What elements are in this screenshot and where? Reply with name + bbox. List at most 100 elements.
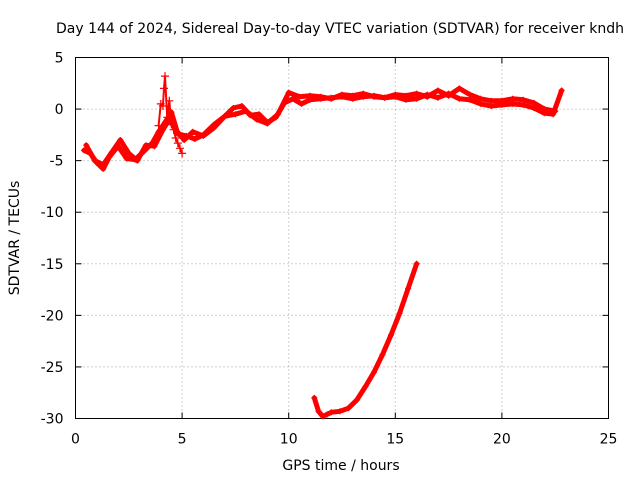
data-point	[488, 103, 495, 109]
series-line	[311, 261, 420, 419]
data-point	[413, 260, 420, 267]
data-point	[178, 149, 187, 158]
data-point	[285, 89, 292, 96]
series-line	[157, 75, 184, 154]
data-point	[403, 92, 409, 99]
data-point	[296, 93, 303, 100]
data-point	[275, 111, 281, 118]
data-point	[169, 125, 178, 134]
x-tick-label: 25	[600, 432, 618, 448]
x-axis-label: GPS time / hours	[282, 458, 399, 474]
data-point	[488, 97, 495, 104]
data-point	[311, 394, 318, 401]
data-point	[336, 408, 343, 415]
data-point	[498, 97, 505, 104]
data-point	[253, 116, 260, 123]
y-tick-label: 5	[55, 51, 64, 67]
y-tick-label: 0	[55, 102, 64, 118]
data-point	[151, 143, 158, 150]
data-point	[100, 161, 107, 168]
data-point	[238, 103, 245, 109]
data-point	[173, 139, 182, 148]
x-tick-label: 15	[386, 432, 404, 448]
data-point	[353, 396, 360, 403]
y-tick-label: -25	[41, 360, 64, 376]
data-point	[315, 408, 322, 415]
data-point	[434, 87, 441, 94]
data-point	[371, 93, 377, 100]
data-point	[165, 96, 174, 105]
data-point	[255, 111, 262, 118]
y-tick-label: -30	[41, 412, 64, 428]
data-point	[509, 100, 516, 107]
y-tick-label: -5	[50, 154, 64, 170]
data-point	[232, 111, 239, 118]
data-point	[392, 91, 399, 98]
data-point	[456, 85, 463, 92]
x-tick-label: 0	[71, 432, 80, 448]
data-point	[388, 332, 394, 338]
data-point	[424, 93, 431, 100]
data-point	[405, 285, 412, 292]
data-point	[552, 108, 559, 115]
axis-ticks: 0 5 10 15 20 25 5 0 -5 -10 -15 -20 -25 -30	[41, 51, 618, 448]
data-point	[381, 94, 388, 101]
data-point	[142, 142, 149, 149]
data-point	[339, 91, 345, 98]
data-point	[171, 134, 180, 142]
data-point	[520, 96, 527, 103]
y-tick-label: -10	[41, 205, 64, 221]
data-point	[434, 94, 441, 101]
series-spike-segment	[154, 72, 187, 158]
data-point	[345, 405, 352, 412]
data-point	[466, 96, 473, 103]
data-point	[161, 72, 169, 81]
data-point	[159, 126, 166, 133]
data-point	[379, 351, 386, 358]
data-point	[160, 84, 168, 93]
data-point	[349, 92, 356, 99]
y-tick-label: -20	[41, 308, 64, 324]
data-point	[163, 113, 172, 122]
data-point	[445, 92, 452, 99]
data-point	[298, 100, 305, 107]
grid	[75, 57, 609, 419]
data-point	[509, 95, 516, 102]
data-point	[477, 95, 484, 102]
data-point	[328, 95, 335, 102]
data-point	[83, 142, 90, 149]
data-point	[413, 95, 420, 102]
data-point	[466, 91, 473, 98]
data-point	[456, 95, 463, 102]
data-point	[108, 149, 115, 156]
data-point	[520, 101, 527, 108]
data-point	[154, 121, 163, 130]
data-point	[243, 108, 250, 115]
y-axis-label: SDTVAR / TECUs	[7, 181, 23, 296]
data-point	[134, 157, 141, 164]
data-point	[117, 137, 124, 143]
chart-title: Day 144 of 2024, Sidereal Day-to-day VTE…	[56, 21, 624, 37]
data-point	[317, 93, 324, 100]
data-point	[189, 128, 196, 135]
data-point	[558, 87, 565, 94]
data-series	[81, 72, 565, 420]
data-point	[158, 102, 167, 110]
data-point	[191, 136, 198, 142]
data-point	[200, 132, 207, 139]
plot-frame	[75, 57, 609, 419]
data-point	[167, 120, 176, 129]
data-point	[530, 99, 537, 106]
data-point	[91, 157, 98, 164]
data-point	[211, 124, 218, 131]
data-point	[396, 310, 403, 317]
data-point	[362, 383, 369, 390]
data-point	[324, 411, 331, 418]
data-point	[176, 144, 184, 153]
data-point	[123, 155, 130, 162]
data-point	[371, 369, 377, 376]
x-tick-label: 20	[493, 432, 511, 448]
data-point	[181, 137, 188, 143]
data-point	[319, 413, 326, 420]
